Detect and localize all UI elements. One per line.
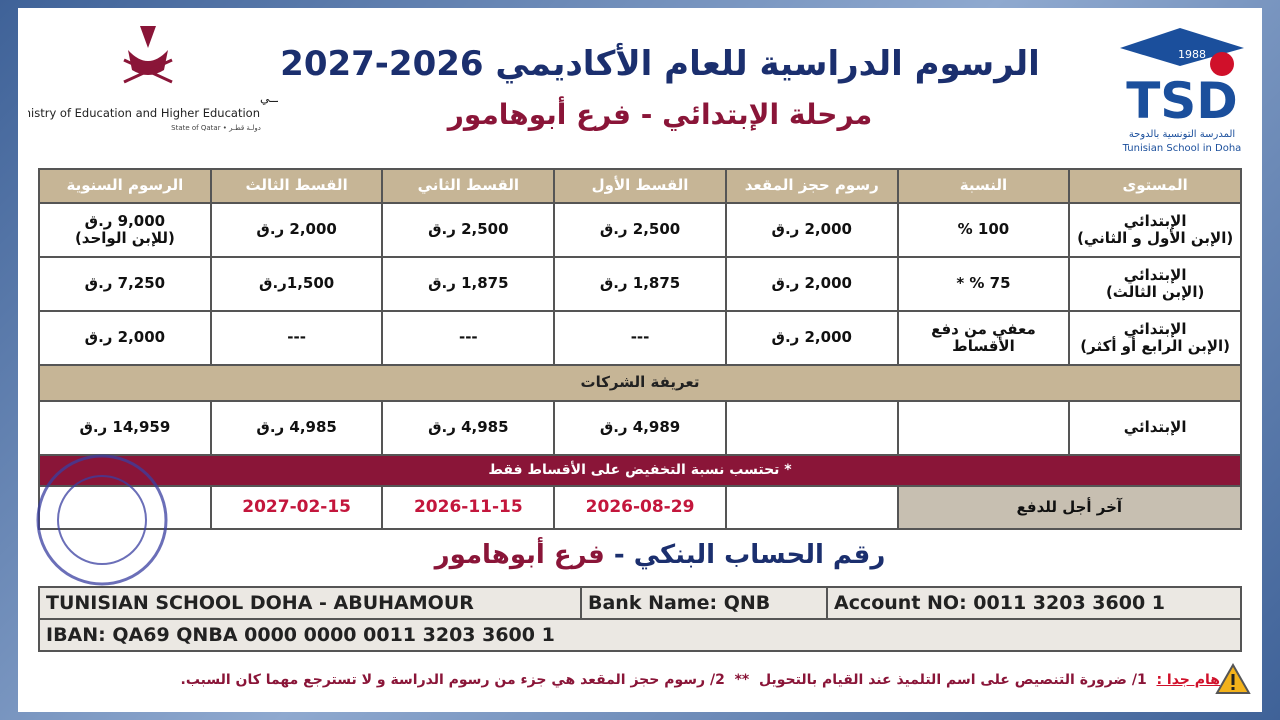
cell: 1,875 ر.ق xyxy=(553,256,727,312)
header-row: المستوى النسبة رسوم حجز المقعد القسط الأ… xyxy=(38,168,1242,204)
cell: 2,500 ر.ق xyxy=(381,202,556,258)
stamp xyxy=(36,454,168,586)
bank-row: IBAN: QA69 QNBA 0000 0000 0011 3203 3600… xyxy=(38,618,1242,652)
cell: --- xyxy=(381,310,556,366)
header-cell: القسط الثاني xyxy=(381,168,556,204)
deadline-row: آخر أجل للدفع 2026-08-29 2026-11-15 2027… xyxy=(38,485,1243,530)
account-holder: TUNISIAN SCHOOL DOHA - ABUHAMOUR xyxy=(38,586,582,620)
note-row: * تحتسب نسبة التخفيض على الأقساط فقط xyxy=(38,454,1242,487)
corporate-row: الإبتدائي 4,989 ر.ق 4,985 ر.ق 4,985 ر.ق … xyxy=(38,400,1242,456)
ministry-logo: وزارة التربيـــة والتعليم العالــي Minis… xyxy=(28,26,278,132)
cell: 1,875 ر.ق xyxy=(381,256,556,312)
iban: IBAN: QA69 QNBA 0000 0000 0011 3203 3600… xyxy=(38,618,1242,652)
row: الإبتدائي (الإبن الأول و الثاني) 100 % 2… xyxy=(38,202,1242,258)
account-number: Account NO: 0011 3203 3600 1 xyxy=(826,586,1242,620)
cell: 2,500 ر.ق xyxy=(553,202,727,258)
cell: 4,985 ر.ق xyxy=(209,400,384,456)
emblem xyxy=(128,26,168,75)
ministry-state: State of Qatar • دولـة قطـر xyxy=(171,124,261,132)
cell: الإبتدائي xyxy=(1068,400,1242,456)
bank-name: Bank Name: QNB xyxy=(580,586,828,620)
cell: الإبتدائي (الإبن الثالث) xyxy=(1068,256,1242,312)
stamp-ring xyxy=(57,475,147,565)
cell: 9,000 ر.ق (للإبن الواحد) xyxy=(38,202,212,258)
header-cell: الرسوم السنوية xyxy=(38,168,212,204)
cell: 7,250 ر.ق xyxy=(38,256,212,312)
bank-table: TUNISIAN SCHOOL DOHA - ABUHAMOUR Bank Na… xyxy=(38,586,1242,652)
cell: 2,000 ر.ق xyxy=(209,202,384,258)
empty-cell xyxy=(896,400,1071,456)
row: الإبتدائي (الإبن الرابع أو أكثر) معفي من… xyxy=(38,310,1242,366)
warning-mark xyxy=(1231,687,1235,690)
school-arabic: المدرسة التونسية بالدوحة xyxy=(1129,129,1235,140)
deadline-label: آخر أجل للدفع xyxy=(896,485,1243,530)
deadline-date: 2026-11-15 xyxy=(381,485,556,530)
cell: 2,000 ر.ق xyxy=(724,256,899,312)
cell: 14,959 ر.ق xyxy=(38,400,212,456)
title: الرسوم الدراسية للعام الأكاديمي 2026-202… xyxy=(280,44,1040,84)
header-cell: النسبة xyxy=(896,168,1071,204)
subtitle: مرحلة الإبتدائي - فرع أبوهامور xyxy=(447,98,873,131)
school-acronym: TSD xyxy=(1126,72,1238,130)
row: الإبتدائي (الإبن الثالث) 75 % * 2,000 ر.… xyxy=(38,256,1242,312)
cell: 4,989 ر.ق xyxy=(553,400,727,456)
bank-heading-part: فرع أبوهامور xyxy=(434,540,605,570)
section-title: تعريفة الشركات xyxy=(38,364,1242,402)
footer-text: 1/ ضرورة التنصيص على اسم التلميذ عند الق… xyxy=(180,672,1147,688)
header-cell: القسط الثالث xyxy=(209,168,384,204)
ministry-english: Ministry of Education and Higher Educati… xyxy=(28,106,260,120)
cell: --- xyxy=(553,310,727,366)
warning-icon xyxy=(1215,662,1251,694)
footer-label: هام جدا : xyxy=(1156,672,1220,688)
cell: 4,985 ر.ق xyxy=(381,400,556,456)
swords xyxy=(123,58,173,84)
empty-cell xyxy=(724,485,899,530)
deadline-date: 2026-08-29 xyxy=(553,485,727,530)
school-logo: 1988 TSD المدرسة التونسية بالدوحة Tunisi… xyxy=(1120,28,1244,154)
empty-cell xyxy=(724,400,899,456)
cell: 1,500ر.ق xyxy=(209,256,384,312)
cell: الإبتدائي (الإبن الرابع أو أكثر) xyxy=(1068,310,1242,366)
warning-mark xyxy=(1231,674,1235,685)
cell: 2,000 ر.ق xyxy=(38,310,212,366)
header-cell: القسط الأول xyxy=(553,168,727,204)
note: * تحتسب نسبة التخفيض على الأقساط فقط xyxy=(38,454,1242,487)
header-cell: رسوم حجز المقعد xyxy=(724,168,899,204)
ministry-arabic: وزارة التربيـــة والتعليم العالــي xyxy=(260,91,278,106)
header-cell: المستوى xyxy=(1068,168,1242,204)
flag xyxy=(1210,52,1234,76)
deadline-date: 2027-02-15 xyxy=(209,485,384,530)
stamp-ring xyxy=(36,454,168,586)
cell: 2,000 ر.ق xyxy=(724,310,899,366)
cell: 2,000 ر.ق xyxy=(724,202,899,258)
bank-heading: رقم الحساب البنكي - فرع أبوهامور xyxy=(300,540,1020,570)
cell: معفي من دفع الأقساط xyxy=(896,310,1071,366)
cell: 75 % * xyxy=(896,256,1071,312)
cell: 100 % xyxy=(896,202,1071,258)
section-row: تعريفة الشركات xyxy=(38,364,1242,402)
school-year: 1988 xyxy=(1178,48,1206,61)
bank-row: TUNISIAN SCHOOL DOHA - ABUHAMOUR Bank Na… xyxy=(38,586,1242,620)
cell: الإبتدائي (الإبن الأول و الثاني) xyxy=(1068,202,1242,258)
cell: --- xyxy=(209,310,384,366)
footer: هام جدا : 1/ ضرورة التنصيص على اسم التلم… xyxy=(181,672,1221,688)
bank-heading-part: رقم الحساب البنكي - xyxy=(613,540,886,570)
school-english: Tunisian School in Doha xyxy=(1122,143,1242,154)
fees-table: المستوى النسبة رسوم حجز المقعد القسط الأ… xyxy=(38,168,1243,530)
